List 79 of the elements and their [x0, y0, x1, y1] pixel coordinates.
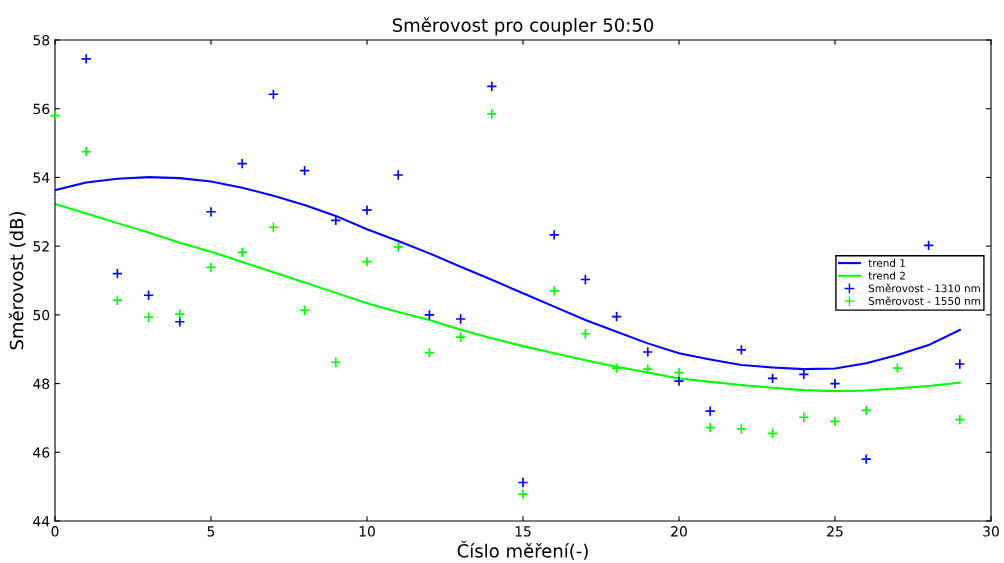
x-tick-label: 10 [359, 526, 375, 537]
point [829, 415, 841, 427]
x-tick-label: 15 [515, 526, 531, 537]
legend-label: Směrovost - 1550 nm [868, 296, 980, 305]
point [860, 453, 872, 465]
point [642, 346, 654, 358]
point [611, 311, 623, 323]
point [174, 308, 186, 320]
y-tick-label: 50 [33, 309, 50, 321]
point [455, 331, 467, 343]
point [673, 367, 685, 379]
point [392, 241, 404, 253]
point [455, 313, 467, 325]
point [236, 158, 248, 170]
point [767, 427, 779, 439]
point [735, 344, 747, 356]
y-tick-label: 58 [33, 34, 50, 46]
point [548, 229, 560, 241]
point [205, 261, 217, 273]
point [236, 246, 248, 258]
point [205, 206, 217, 218]
legend-label: Směrovost - 1310 nm [868, 283, 980, 293]
point [829, 378, 841, 390]
y-tick-label: 54 [33, 172, 50, 183]
point [517, 477, 529, 489]
y-tick-label: 56 [33, 103, 50, 115]
point [611, 362, 623, 374]
point [735, 423, 747, 435]
point [767, 372, 779, 384]
point [954, 414, 966, 426]
point [143, 289, 155, 301]
point [642, 363, 654, 375]
legend-label: trend 1 [868, 258, 905, 267]
point [392, 169, 404, 181]
x-tick-label: 0 [51, 526, 59, 537]
point [860, 404, 872, 416]
point [579, 273, 591, 285]
y-tick-label: 44 [33, 516, 50, 527]
line-series [55, 202, 961, 393]
point [579, 328, 591, 340]
x-tick-label: 20 [671, 526, 687, 537]
point [423, 347, 435, 359]
point [517, 488, 529, 500]
y-tick-label: 48 [33, 378, 50, 390]
point [330, 214, 342, 226]
point [111, 268, 123, 280]
chart-title: Směrovost pro coupler 50:50 [392, 17, 654, 36]
point [704, 405, 716, 417]
point [267, 221, 279, 233]
point [798, 411, 810, 423]
point [111, 294, 123, 306]
point [923, 239, 935, 251]
point [361, 256, 373, 268]
point [486, 108, 498, 120]
point [704, 422, 716, 434]
y-tick-label: 46 [33, 447, 50, 458]
point [80, 53, 92, 65]
x-tick-label: 30 [983, 526, 999, 537]
point [299, 304, 311, 316]
point [80, 146, 92, 158]
point [673, 375, 685, 387]
point [174, 316, 186, 328]
point [267, 88, 279, 100]
point [423, 309, 435, 321]
x-tick-label: 25 [827, 526, 843, 537]
x-axis-title: Číslo měření(-) [457, 540, 588, 560]
point [548, 285, 560, 297]
point [486, 80, 498, 92]
legend-label: trend 2 [868, 271, 905, 280]
point [361, 204, 373, 216]
point [330, 356, 342, 368]
point [143, 311, 155, 323]
y-axis-title: Směrovost (dB) [8, 212, 26, 350]
point [49, 110, 61, 122]
x-tick-label: 5 [207, 526, 215, 537]
y-tick-label: 52 [33, 241, 49, 252]
point [299, 165, 311, 177]
point [954, 358, 966, 370]
point [891, 362, 903, 374]
